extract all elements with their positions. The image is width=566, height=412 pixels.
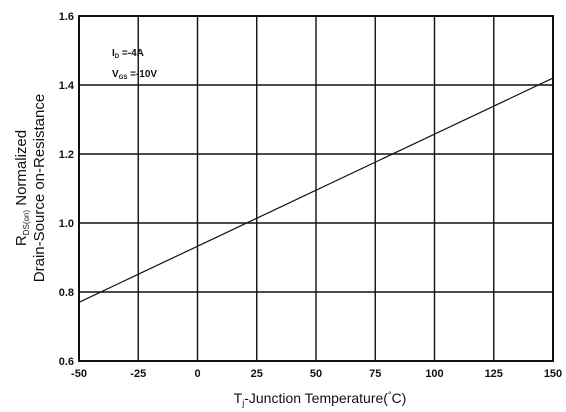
- x-tick-label: 100: [425, 368, 443, 380]
- y-axis-label-line1: RDS(on) Normalized: [13, 130, 31, 246]
- x-tick-label: 50: [310, 368, 322, 380]
- y-tick-labels: 0.6 0.8 1.0 1.2 1.4 1.6: [59, 11, 75, 368]
- series-line-0: [78, 77, 554, 303]
- x-tick-label: -25: [130, 368, 146, 380]
- grid: [78, 15, 554, 362]
- series-group: [78, 77, 554, 303]
- y-tick-label: 1.4: [59, 80, 75, 92]
- y-tick-label: 1.0: [59, 218, 74, 230]
- x-tick-label: 25: [251, 368, 263, 380]
- annotation-1: VGS =-10V: [112, 69, 157, 81]
- plot-frame: [78, 15, 554, 362]
- plot-border: [78, 15, 554, 362]
- x-axis-label: Tj-Junction Temperature(°C): [234, 390, 407, 408]
- x-tick-label: 125: [485, 368, 503, 380]
- x-tick-label: 0: [194, 368, 200, 380]
- annotation-0: ID =-4A: [112, 48, 144, 60]
- y-axis-label-line2: Drain-Source on-Resistance: [31, 94, 48, 282]
- y-axis-label: RDS(on) Normalized Drain-Source on-Resis…: [13, 94, 48, 282]
- y-tick-label: 0.6: [59, 356, 74, 368]
- y-tick-label: 1.6: [59, 11, 74, 23]
- x-tick-label: 75: [369, 368, 381, 380]
- y-tick-label: 1.2: [59, 149, 74, 161]
- x-tick-label: 150: [544, 368, 562, 380]
- y-tick-label: 0.8: [59, 287, 74, 299]
- x-tick-labels: -50 -25 0 25 50 75 100 125 150: [71, 368, 562, 380]
- annotations: ID =-4A VGS =-10V: [112, 48, 157, 81]
- x-tick-label: -50: [71, 368, 87, 380]
